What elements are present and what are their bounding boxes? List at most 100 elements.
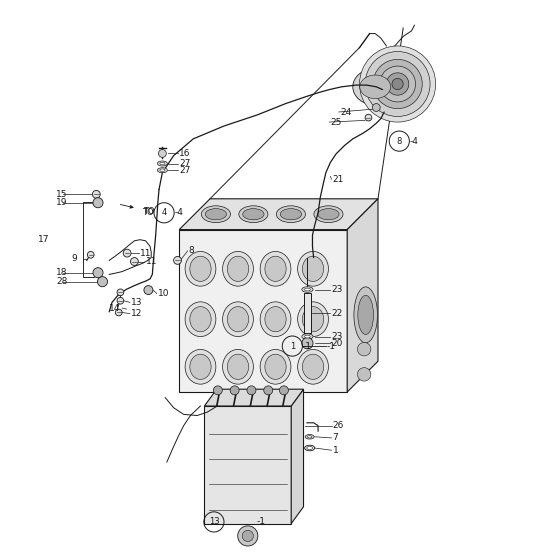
Text: 27: 27: [179, 166, 190, 175]
Text: 13: 13: [131, 298, 143, 307]
Text: 15: 15: [56, 190, 68, 199]
Text: 21: 21: [333, 175, 344, 184]
Ellipse shape: [314, 206, 343, 223]
Text: 25: 25: [330, 118, 342, 127]
Circle shape: [357, 368, 371, 381]
Text: 23: 23: [332, 332, 343, 341]
Circle shape: [144, 286, 153, 295]
Text: 7: 7: [333, 433, 338, 442]
Circle shape: [115, 309, 122, 316]
Circle shape: [92, 190, 100, 198]
Circle shape: [264, 386, 273, 395]
Ellipse shape: [227, 307, 249, 332]
Ellipse shape: [223, 302, 254, 337]
Polygon shape: [179, 199, 378, 230]
Text: 1: 1: [290, 342, 295, 351]
Circle shape: [279, 386, 288, 395]
Ellipse shape: [190, 256, 211, 282]
Text: 12: 12: [131, 309, 142, 318]
Ellipse shape: [318, 209, 339, 220]
Text: 16: 16: [179, 149, 191, 158]
Ellipse shape: [354, 287, 377, 343]
Circle shape: [174, 256, 181, 264]
Ellipse shape: [160, 169, 165, 171]
Circle shape: [380, 66, 416, 102]
Ellipse shape: [185, 349, 216, 384]
Text: 9: 9: [72, 254, 77, 263]
Text: 11: 11: [140, 249, 152, 258]
Ellipse shape: [281, 209, 301, 220]
Ellipse shape: [302, 334, 313, 339]
Circle shape: [213, 386, 222, 395]
Circle shape: [158, 150, 166, 157]
Bar: [304, 293, 311, 333]
Ellipse shape: [307, 436, 312, 438]
Ellipse shape: [298, 349, 328, 384]
Circle shape: [97, 277, 108, 287]
Text: TO: TO: [143, 207, 155, 216]
Ellipse shape: [265, 307, 286, 332]
Text: 17: 17: [38, 235, 50, 244]
Text: -4: -4: [409, 137, 418, 146]
Ellipse shape: [202, 206, 231, 223]
Text: 20: 20: [332, 339, 343, 348]
Ellipse shape: [227, 256, 249, 282]
Polygon shape: [179, 230, 347, 392]
Ellipse shape: [239, 206, 268, 223]
Text: 24: 24: [340, 108, 351, 116]
Circle shape: [302, 338, 313, 349]
Circle shape: [392, 78, 403, 90]
Polygon shape: [291, 389, 304, 524]
Ellipse shape: [260, 349, 291, 384]
Circle shape: [238, 526, 258, 546]
Text: -1: -1: [256, 517, 265, 526]
Circle shape: [365, 114, 372, 121]
Text: 23: 23: [332, 285, 343, 294]
Ellipse shape: [302, 307, 324, 332]
Ellipse shape: [298, 302, 328, 337]
Ellipse shape: [305, 288, 310, 291]
Text: 27: 27: [179, 159, 190, 168]
Circle shape: [360, 46, 436, 122]
Ellipse shape: [190, 354, 211, 380]
Text: 8: 8: [396, 137, 402, 146]
Text: 1: 1: [333, 446, 338, 455]
Circle shape: [117, 297, 124, 304]
Ellipse shape: [353, 69, 398, 105]
Ellipse shape: [243, 209, 264, 220]
Ellipse shape: [360, 75, 390, 99]
Text: 14: 14: [109, 304, 120, 312]
Text: 28: 28: [56, 277, 67, 286]
Ellipse shape: [260, 251, 291, 286]
Text: 8: 8: [189, 246, 194, 255]
Ellipse shape: [260, 302, 291, 337]
Polygon shape: [347, 199, 378, 392]
Text: -1: -1: [327, 342, 336, 351]
Ellipse shape: [358, 295, 374, 334]
Circle shape: [372, 104, 380, 111]
Circle shape: [87, 251, 94, 258]
Ellipse shape: [307, 446, 312, 450]
Circle shape: [373, 59, 422, 109]
Circle shape: [130, 258, 138, 265]
Ellipse shape: [265, 256, 286, 282]
Ellipse shape: [298, 251, 328, 286]
Ellipse shape: [157, 168, 167, 173]
Ellipse shape: [185, 302, 216, 337]
Text: -1: -1: [302, 342, 311, 351]
Text: TO: TO: [142, 208, 153, 217]
Ellipse shape: [302, 256, 324, 282]
Ellipse shape: [277, 206, 306, 223]
Circle shape: [357, 343, 371, 356]
Ellipse shape: [190, 307, 211, 332]
Circle shape: [230, 386, 239, 395]
Bar: [204, 406, 291, 524]
Circle shape: [123, 249, 131, 257]
Text: 13: 13: [209, 517, 219, 526]
Ellipse shape: [160, 162, 165, 165]
Ellipse shape: [305, 445, 315, 451]
Circle shape: [242, 530, 254, 542]
Circle shape: [93, 268, 103, 278]
Ellipse shape: [265, 354, 286, 380]
Text: 4: 4: [161, 208, 167, 217]
